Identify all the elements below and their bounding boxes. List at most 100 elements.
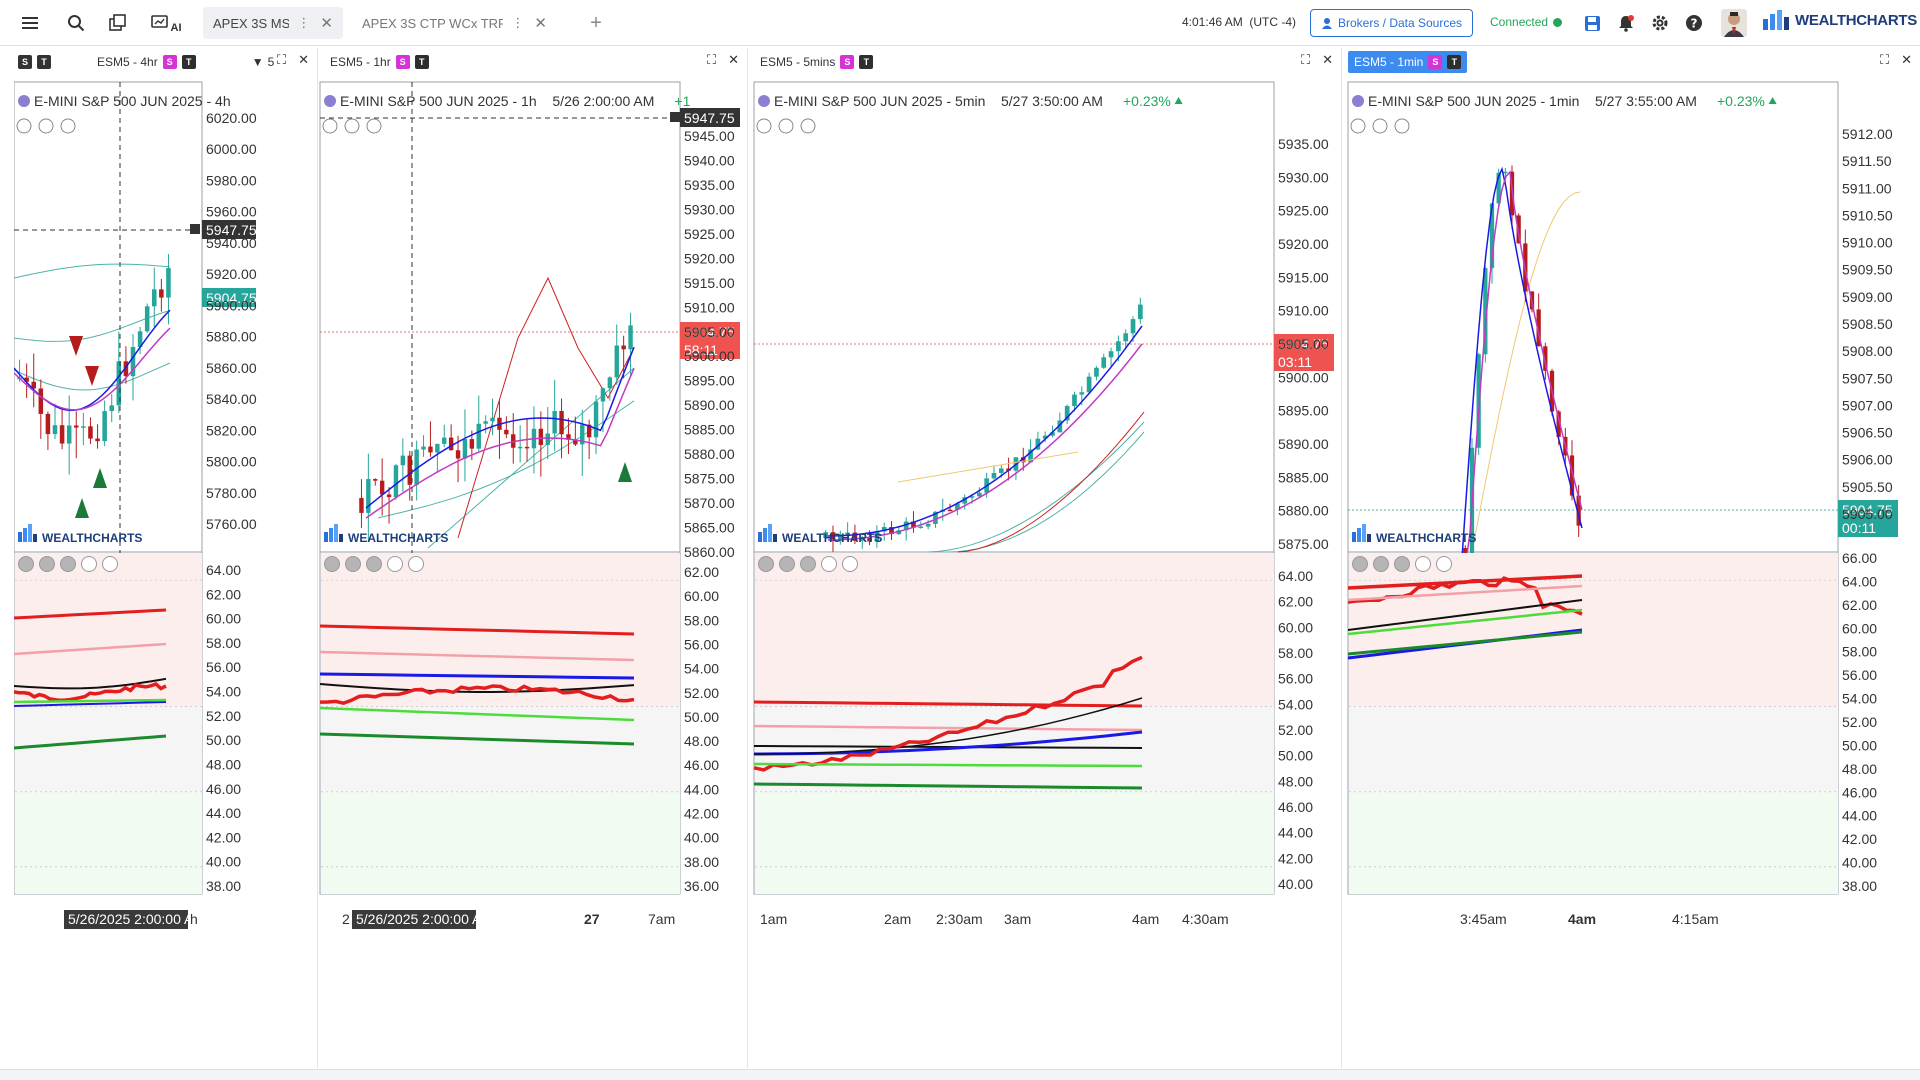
study-badge[interactable]: S bbox=[840, 55, 855, 69]
cycle-icon bbox=[16, 118, 32, 134]
candle-body bbox=[881, 527, 887, 532]
crosshair-price-bg bbox=[680, 108, 740, 127]
help-icon[interactable]: ? bbox=[1682, 11, 1706, 35]
wm-bar-icon bbox=[768, 524, 772, 542]
ind-tick: 66.00 bbox=[1842, 550, 1877, 566]
ma-slow bbox=[827, 343, 1143, 541]
save-icon[interactable] bbox=[1580, 11, 1604, 35]
price-tick: 5820.00 bbox=[206, 422, 257, 438]
candle-body bbox=[52, 425, 58, 435]
study-badge[interactable]: S bbox=[1428, 55, 1443, 69]
add-tab-icon[interactable]: + bbox=[590, 11, 602, 34]
price-tick: 5935.00 bbox=[684, 177, 735, 193]
chart-area[interactable]: E-MINI S&P 500 JUN 2025 - 5min 5/27 3:50:… bbox=[748, 78, 1342, 1060]
trade-badge[interactable]: T bbox=[414, 55, 429, 69]
search-icon[interactable] bbox=[64, 11, 88, 35]
wm-bar-icon bbox=[773, 534, 777, 542]
price-tick: 5908.00 bbox=[1842, 343, 1893, 359]
candle-body bbox=[538, 428, 544, 445]
sync-t-badge[interactable]: T bbox=[37, 55, 51, 69]
tab-apex-3s-msr[interactable]: APEX 3S MSR ⋮ ✕ bbox=[203, 7, 343, 39]
sync-s-badge[interactable]: S bbox=[18, 55, 32, 69]
symbol-selector[interactable]: ESM5 - 1hr S T bbox=[324, 51, 435, 73]
watermark: WEALTHCHARTS bbox=[1352, 524, 1476, 545]
ind-tick: 50.00 bbox=[1278, 748, 1313, 764]
study-badge[interactable]: S bbox=[395, 55, 410, 69]
band-lower bbox=[14, 362, 171, 391]
wm-bar-icon bbox=[763, 528, 767, 542]
study-badge[interactable]: S bbox=[162, 55, 177, 69]
chart-area[interactable]: E-MINI S&P 500 JUN 2025 - 1min 5/27 3:55:… bbox=[1342, 78, 1920, 1060]
price-tick: 5890.00 bbox=[1278, 436, 1329, 452]
layouts-icon[interactable] bbox=[106, 11, 130, 35]
brokers-button[interactable]: Brokers / Data Sources bbox=[1310, 9, 1473, 37]
close-icon[interactable]: ✕ bbox=[1322, 52, 1333, 67]
price-tick: 5880.00 bbox=[1278, 503, 1329, 519]
maximize-icon[interactable]: ⛶ bbox=[276, 52, 287, 67]
trade-badge[interactable]: T bbox=[181, 55, 196, 69]
menu-icon[interactable] bbox=[19, 11, 43, 35]
candle-body bbox=[386, 494, 392, 498]
symbol-selector[interactable]: ESM5 - 4hr S T bbox=[91, 51, 202, 73]
tab-close-icon[interactable]: ✕ bbox=[320, 15, 333, 32]
sell-signal-icon bbox=[85, 366, 99, 386]
ind-tick: 54.00 bbox=[1842, 691, 1877, 707]
symbol-selector[interactable]: ESM5 - 1min S T bbox=[1348, 51, 1468, 73]
trade-badge[interactable]: T bbox=[859, 55, 874, 69]
price-tick: 5840.00 bbox=[206, 391, 257, 407]
chart-area[interactable]: E-MINI S&P 500 JUN 2025 - 1h 5/26 2:00:00… bbox=[318, 78, 748, 1060]
close-icon[interactable]: ✕ bbox=[728, 52, 739, 67]
x-tick: 2:30am bbox=[936, 911, 983, 927]
x-tick: 3am bbox=[1004, 911, 1031, 927]
expand-icon bbox=[1394, 556, 1410, 572]
tab-options-icon[interactable]: ⋮ bbox=[297, 15, 311, 30]
ind-tick: 44.00 bbox=[1278, 825, 1313, 841]
ind-tick: 38.00 bbox=[684, 854, 719, 870]
symbol-label: ESM5 - 1min bbox=[1354, 55, 1424, 69]
ind-tick: 50.00 bbox=[1842, 737, 1877, 753]
panel-controls: ⛶ ✕ bbox=[1880, 52, 1912, 68]
tab-label: APEX 3S CTP WCx TRP I... bbox=[362, 15, 504, 31]
candle-body bbox=[823, 532, 829, 538]
candle-body bbox=[490, 417, 495, 422]
ind-tick: 38.00 bbox=[206, 878, 241, 894]
price-tick: 6000.00 bbox=[206, 141, 257, 157]
legend-change: +0.23% bbox=[1717, 93, 1765, 109]
price-tick: 5925.00 bbox=[684, 226, 735, 242]
tab-apex-3s-ctp[interactable]: APEX 3S CTP WCx TRP I... ⋮ ✕ bbox=[352, 7, 557, 39]
eye-icon bbox=[408, 556, 424, 572]
last-price: 5904.75 bbox=[684, 324, 735, 340]
candle-body bbox=[621, 345, 626, 350]
candle-body bbox=[379, 480, 385, 495]
overbought-zone bbox=[1349, 553, 1838, 707]
symbol-selector[interactable]: ESM5 - 5mins S T bbox=[754, 51, 879, 73]
crosshair-price: 5947.75 bbox=[206, 222, 257, 238]
overbought-zone bbox=[15, 553, 202, 707]
last-price-bg bbox=[1838, 500, 1898, 519]
tab-options-icon[interactable]: ⋮ bbox=[511, 15, 525, 30]
ai-assistant-icon[interactable]: AI bbox=[150, 11, 182, 35]
candle-body bbox=[1516, 215, 1521, 244]
candle-body bbox=[1536, 309, 1541, 347]
x-tick: 4am bbox=[1568, 911, 1596, 927]
notifications-icon[interactable] bbox=[1614, 11, 1638, 35]
chevron-down-icon[interactable]: ▼ bbox=[251, 55, 264, 69]
ind-tick: 40.00 bbox=[1842, 855, 1877, 871]
ind-black-fast bbox=[753, 697, 1143, 755]
maximize-icon[interactable]: ⛶ bbox=[706, 52, 717, 67]
collapse-icon bbox=[1373, 556, 1389, 572]
chart-area[interactable]: E-MINI S&P 500 JUN 2025 - 4h 5947.75 5904.… bbox=[14, 78, 318, 1060]
close-icon[interactable]: ✕ bbox=[1901, 52, 1912, 67]
ind-tick: 50.00 bbox=[684, 709, 719, 725]
panel-header: S T ESM5 - 4hr S T ▼ 5 bbox=[0, 48, 317, 76]
last-price-bg bbox=[202, 288, 256, 307]
ind-black-line bbox=[319, 683, 635, 693]
close-icon[interactable]: ✕ bbox=[298, 52, 309, 67]
avatar[interactable] bbox=[1720, 9, 1748, 37]
maximize-icon[interactable]: ⛶ bbox=[1300, 52, 1311, 67]
tab-close-icon[interactable]: ✕ bbox=[534, 15, 547, 32]
add-alert-icon bbox=[670, 112, 680, 122]
maximize-icon[interactable]: ⛶ bbox=[1879, 52, 1890, 67]
trade-badge[interactable]: T bbox=[1447, 55, 1462, 69]
settings-icon[interactable] bbox=[1648, 11, 1672, 35]
